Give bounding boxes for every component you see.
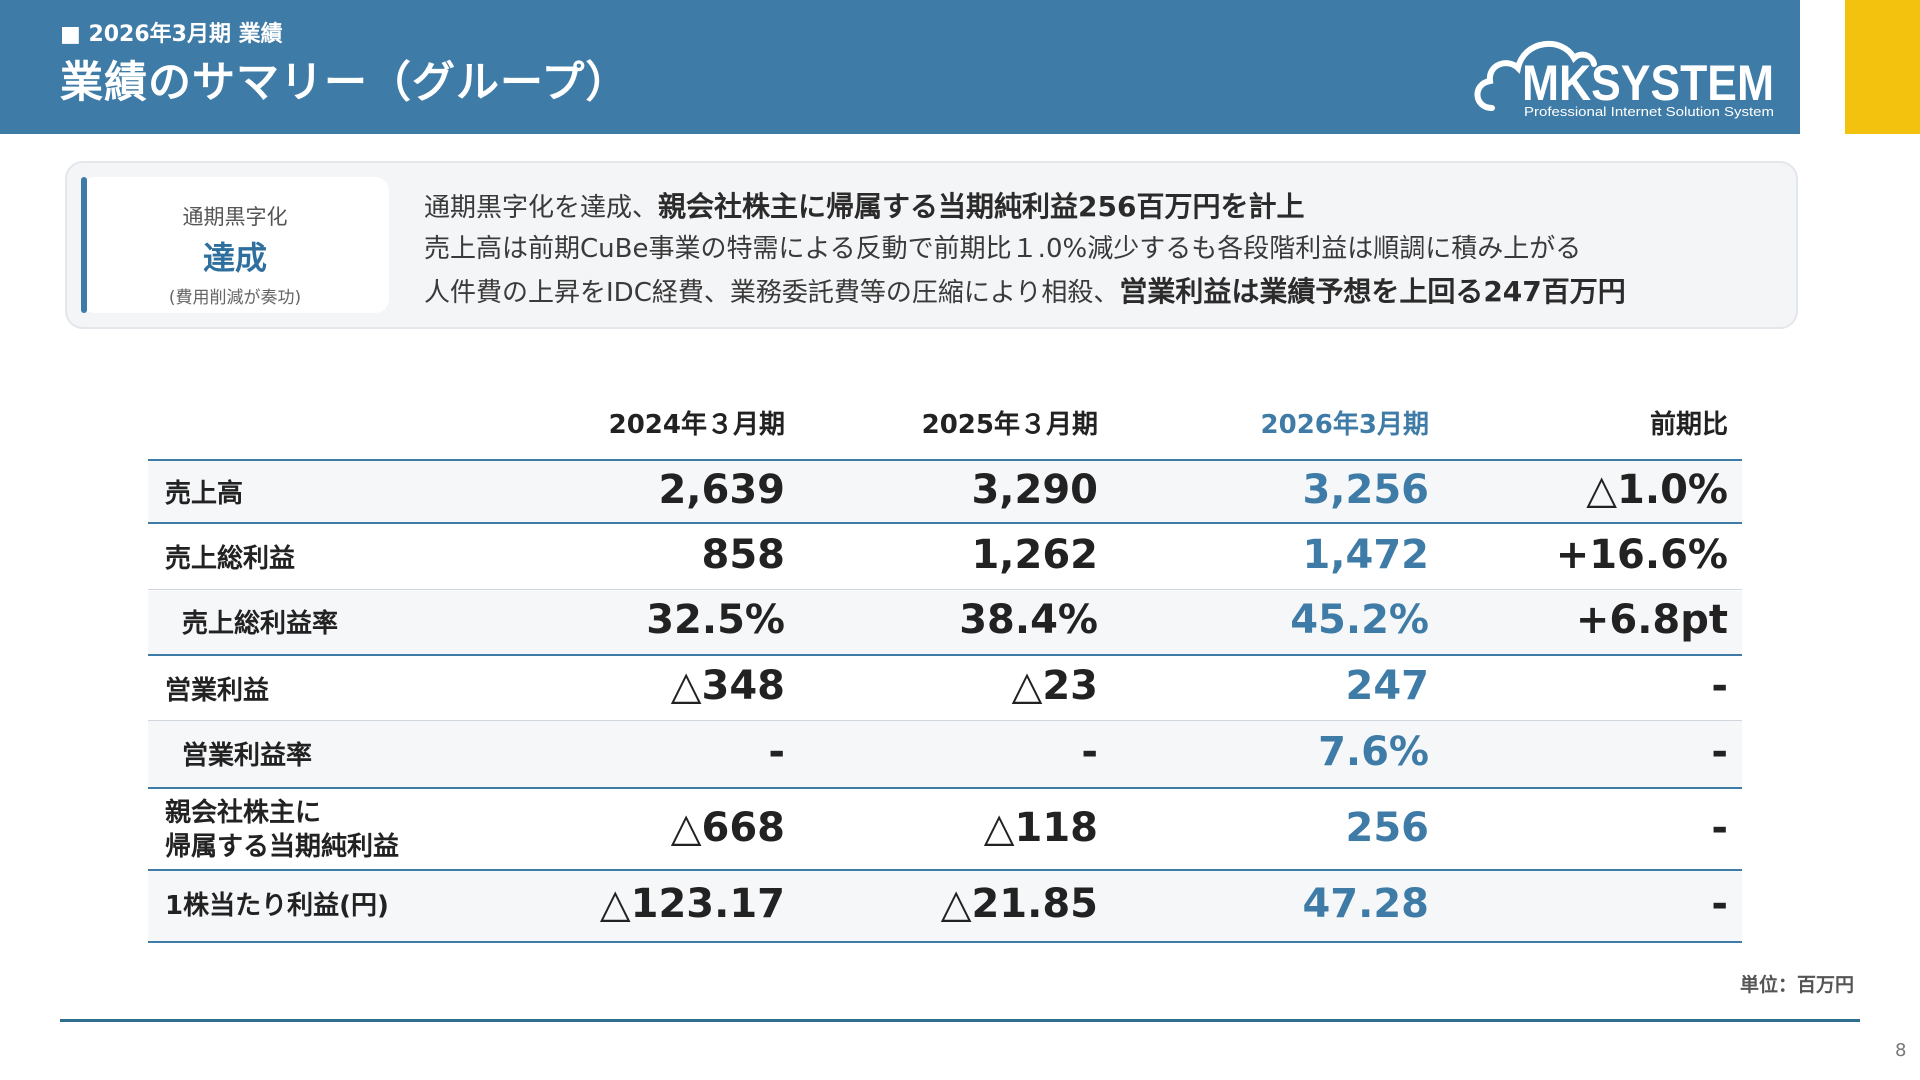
summary-line-3-text: 人件費の上昇をIDC経費、業務委託費等の圧縮により相殺、 — [424, 278, 1120, 308]
logo-tagline: Professional Internet Solution System — [1524, 104, 1774, 119]
cell-gross-profit-2026: 1,472 — [1302, 532, 1429, 578]
row-label-gross-profit: 売上総利益 — [165, 544, 296, 574]
cell-operating-margin-2024: - — [768, 729, 785, 775]
cell-revenue-2024: 2,639 — [658, 467, 785, 513]
accent-bar — [1845, 0, 1920, 134]
summary-line-2: 売上高は前期CuBe事業の特需による反動で前期比１.0%減少するも各段階利益は順… — [424, 228, 1581, 265]
cell-revenue-yoy: △1.0% — [1586, 467, 1728, 513]
cell-net-income-2025: △118 — [983, 805, 1098, 851]
cell-eps-yoy: - — [1711, 881, 1728, 927]
table-divider — [148, 720, 1742, 721]
summary-box: 通期黒字化 達成 (費用削減が奏功) 通期黒字化を達成、親会社株主に帰属する当期… — [65, 161, 1798, 329]
cell-net-income-2026: 256 — [1345, 805, 1430, 851]
cell-operating-profit-2026: 247 — [1345, 663, 1430, 709]
badge-label: 通期黒字化 — [182, 205, 288, 229]
cell-gross-profit-yoy: +16.6% — [1555, 532, 1728, 578]
column-header-fy2024: 2024年３月期 — [608, 410, 785, 440]
cell-gross-margin-2025: 38.4% — [959, 597, 1098, 643]
cell-operating-profit-yoy: - — [1711, 663, 1728, 709]
table-row-bg — [148, 591, 1742, 654]
row-label-operating-margin: 営業利益率 — [182, 741, 313, 771]
cell-gross-margin-2026: 45.2% — [1290, 597, 1429, 643]
table-row-bg — [148, 721, 1742, 787]
table-row-bg — [148, 871, 1742, 941]
table-divider — [148, 787, 1742, 789]
summary-line-2-text: 売上高は前期CuBe事業の特需による反動で前期比１.0%減少するも各段階利益は順… — [424, 234, 1582, 264]
column-header-fy2026: 2026年3月期 — [1260, 410, 1429, 440]
table-row-bg — [148, 461, 1742, 523]
page-title: 業績のサマリー（グループ） — [60, 58, 630, 108]
footer-line — [60, 1019, 1860, 1022]
table-divider — [148, 869, 1742, 871]
cell-gross-margin-2024: 32.5% — [646, 597, 785, 643]
row-label-gross-margin: 売上総利益率 — [182, 609, 339, 639]
cell-gross-margin-yoy: +6.8pt — [1575, 597, 1728, 643]
unit-note: 単位：百万円 — [1740, 974, 1855, 996]
summary-line-1-text: 通期黒字化を達成、 — [424, 193, 659, 223]
column-header-fy2025: 2025年３月期 — [921, 410, 1098, 440]
cell-eps-2024: △123.17 — [599, 881, 785, 927]
cell-revenue-2025: 3,290 — [971, 467, 1098, 513]
cell-operating-margin-2025: - — [1081, 729, 1098, 775]
badge-accent-bar — [81, 177, 87, 313]
row-label-operating-profit: 営業利益 — [165, 676, 270, 706]
table-bottom-line — [148, 941, 1742, 943]
cell-eps-2025: △21.85 — [940, 881, 1098, 927]
cell-operating-margin-yoy: - — [1711, 729, 1728, 775]
logo-wordmark: MKSYSTEM — [1522, 55, 1774, 111]
column-header-yoy: 前期比 — [1649, 410, 1728, 440]
table-divider — [148, 654, 1742, 656]
company-logo: MKSYSTEM Professional Internet Solution … — [1474, 40, 1774, 119]
row-label-revenue: 売上高 — [165, 479, 244, 509]
summary-line-1: 通期黒字化を達成、親会社株主に帰属する当期純利益256百万円を計上 — [424, 185, 1304, 225]
row-label-eps: 1株当たり利益(円) — [165, 891, 389, 921]
cell-net-income-yoy: - — [1711, 805, 1728, 851]
table-top-line — [148, 459, 1742, 461]
cell-revenue-2026: 3,256 — [1302, 467, 1429, 513]
cell-net-income-2024: △668 — [670, 805, 785, 851]
row-label-net-income-line2: 帰属する当期純利益 — [165, 832, 400, 862]
cell-gross-profit-2024: 858 — [701, 532, 786, 578]
section-label: ■ 2026年3月期 業績 — [60, 22, 283, 47]
cell-operating-profit-2024: △348 — [670, 663, 785, 709]
summary-line-3-bold: 営業利益は業績予想を上回る247百万円 — [1119, 275, 1626, 308]
badge-status: 達成 — [202, 239, 267, 277]
table-divider — [148, 522, 1742, 524]
cell-operating-margin-2026: 7.6% — [1318, 729, 1429, 775]
cell-eps-2026: 47.28 — [1302, 881, 1429, 927]
row-label-net-income-line1: 親会社株主に — [165, 798, 322, 828]
achievement-badge: 通期黒字化 達成 (費用削減が奏功) — [81, 177, 389, 313]
summary-line-3: 人件費の上昇をIDC経費、業務委託費等の圧縮により相殺、営業利益は業績予想を上回… — [424, 270, 1626, 310]
page-number: 8 — [1895, 1040, 1907, 1061]
title-banner: ■ 2026年3月期 業績 業績のサマリー（グループ） MKSYSTEM Pro… — [0, 0, 1800, 134]
summary-line-1-bold: 親会社株主に帰属する当期純利益256百万円を計上 — [658, 190, 1305, 223]
cell-operating-profit-2025: △23 — [1011, 663, 1098, 709]
table-divider — [148, 589, 1742, 590]
badge-note: (費用削減が奏功) — [168, 288, 302, 308]
cell-gross-profit-2025: 1,262 — [971, 532, 1098, 578]
